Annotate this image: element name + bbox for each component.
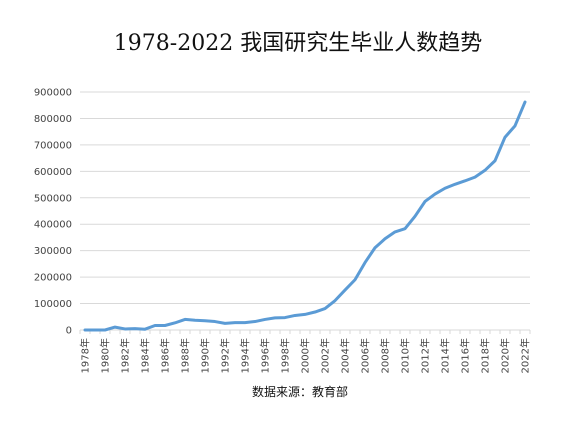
grid [79,91,531,334]
data-point [183,317,187,321]
data-point [203,319,207,323]
data-point [463,179,467,183]
data-point [373,246,377,250]
x-axis-ticks: 1978年 1980年 1982年 1984年 1986年 1988年 1990年 1992年… [79,338,532,373]
data-point [433,192,437,196]
x-tick-label: 2000年 [299,338,312,373]
x-tick-label: 2022年 [519,338,532,373]
y-tick-label: 700000 [34,140,72,151]
data-point [493,159,497,163]
data-point [263,317,267,321]
data-point [323,307,327,311]
data-point [243,321,247,325]
series-line [83,100,527,332]
x-tick-label: 1984年 [139,338,152,373]
data-point [483,168,487,172]
data-point [413,214,417,218]
data-point [293,313,297,317]
data-point [93,328,97,332]
x-tick-label: 2020年 [499,338,512,373]
y-tick-label: 800000 [34,114,72,125]
data-point [393,230,397,234]
data-point [153,324,157,328]
data-point [313,310,317,314]
x-tick-label: 2018年 [479,338,492,373]
x-tick-label: 1992年 [219,338,232,373]
x-tick-label: 1980年 [99,338,112,373]
data-point [303,312,307,316]
data-point [383,237,387,241]
x-tick-label: 2006年 [359,338,372,373]
x-tick-label: 2004年 [339,338,352,373]
x-tick-label: 1990年 [199,338,212,373]
data-point [403,227,407,231]
data-point [503,135,507,139]
y-tick-label: 900000 [34,88,72,99]
data-point [233,321,237,325]
y-tick-label: 600000 [34,167,72,178]
data-point [443,186,447,190]
data-point [473,175,477,179]
x-tick-label: 1988年 [179,338,192,373]
data-point [103,328,107,332]
data-point [163,324,167,328]
x-tick-label: 2010年 [399,338,412,373]
data-point [523,100,527,104]
data-point [143,327,147,331]
x-tick-label: 1996年 [259,338,272,373]
data-point [253,320,257,324]
data-point [273,316,277,320]
data-point [113,325,117,329]
y-tick-label: 100000 [34,299,72,310]
data-point [343,288,347,292]
chart-source: 数据来源：教育部 [252,384,348,399]
data-point [83,328,87,332]
data-point [223,321,227,325]
chart-title: 1978-2022 我国研究生毕业人数趋势 [114,31,482,56]
y-tick-label: 0 [66,326,72,337]
y-tick-label: 500000 [34,193,72,204]
x-tick-label: 1994年 [239,338,252,373]
y-tick-label: 400000 [34,220,72,231]
x-tick-label: 1998年 [279,338,292,373]
y-axis-ticks: 0 100000 200000 300000 400000 500000 600000 700… [34,88,72,337]
data-point [513,124,517,128]
y-tick-label: 300000 [34,246,72,257]
data-point [423,199,427,203]
data-point [123,327,127,331]
x-tick-label: 2014年 [439,338,452,373]
y-tick-label: 200000 [34,273,72,284]
data-point [283,316,287,320]
x-tick-label: 1978年 [79,338,92,373]
data-point [173,321,177,325]
series [83,100,527,332]
data-point [213,320,217,324]
x-tick-label: 1986年 [159,338,172,373]
x-tick-label: 2016年 [459,338,472,373]
data-point [363,261,367,265]
x-tick-label: 2008年 [379,338,392,373]
data-point [333,299,337,303]
x-tick-label: 2002年 [319,338,332,373]
x-tick-label: 2012年 [419,338,432,373]
data-point [193,318,197,322]
data-point [453,182,457,186]
x-tick-label: 1982年 [119,338,132,373]
data-point [133,327,137,331]
data-point [353,278,357,282]
